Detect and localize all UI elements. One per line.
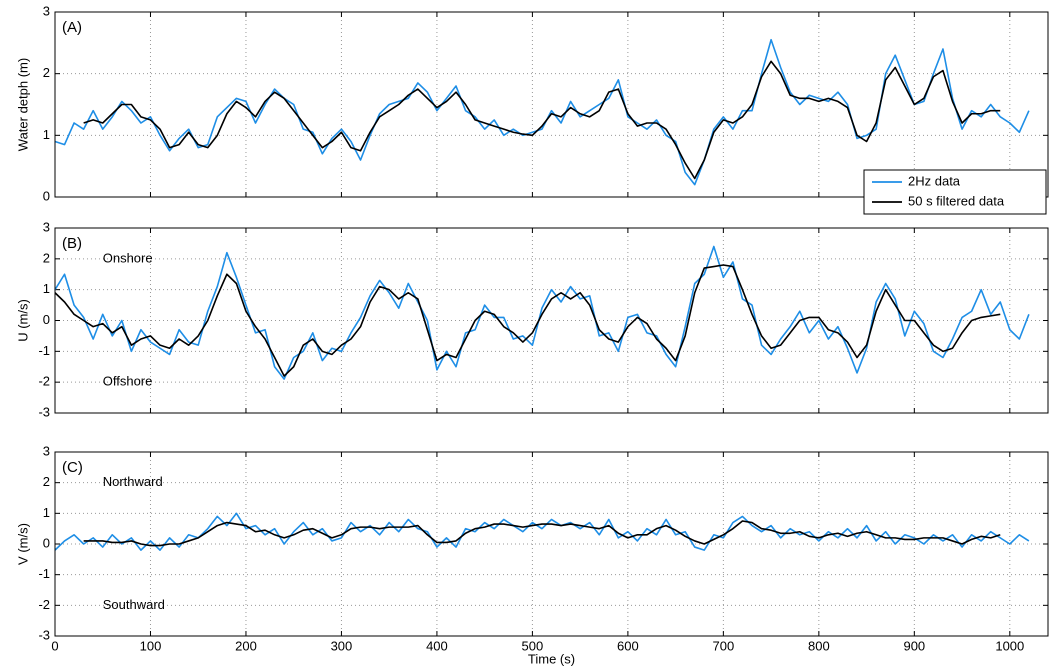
y-tick-label: -1	[38, 343, 50, 358]
data-line	[54, 512, 1030, 551]
y-tick-label: 2	[43, 250, 50, 265]
axes-frame	[54, 227, 1049, 414]
axes-frame	[54, 11, 1049, 198]
plot-area	[55, 12, 1048, 197]
panel: 0 100 200 300 400 500 600 700 800 900 1000 -3 -2 -1 0 1…	[15, 443, 1049, 666]
x-tick-label: 300	[331, 638, 353, 653]
y-tick-label: 1	[43, 281, 50, 296]
data-line	[83, 520, 1001, 547]
x-axis-label: Time (s)	[528, 651, 575, 666]
legend-box	[863, 169, 1047, 215]
y-axis-label: U (m/s)	[15, 299, 30, 342]
x-tick-label: 700	[713, 638, 735, 653]
y-tick-label: 3	[43, 3, 50, 18]
y-tick-label: 3	[43, 443, 50, 458]
data-line	[83, 60, 1001, 180]
y-tick-label: 0	[43, 535, 50, 550]
annotation: Onshore	[103, 250, 153, 265]
x-tick-label: 1000	[995, 638, 1024, 653]
y-tick-label: 1	[43, 127, 50, 142]
panel-label: (A)	[62, 19, 82, 36]
legend-label: 2Hz data	[908, 173, 961, 188]
axes-frame	[54, 451, 1049, 637]
data-line	[54, 245, 1030, 380]
y-tick-label: -2	[38, 597, 50, 612]
panel: -3 -2 -1 0 1 2 3 (B) U (m/s) Onshore Offshore	[15, 219, 1049, 419]
annotation: Southward	[103, 597, 165, 612]
x-tick-label: 600	[617, 638, 639, 653]
legend-label: 50 s filtered data	[908, 193, 1005, 208]
y-tick-label: -2	[38, 374, 50, 389]
x-tick-label: 200	[235, 638, 257, 653]
annotation: Offshore	[103, 374, 153, 389]
panel: 0 1 2 3 (A) Water detph (m) 2Hz data 50 s filte…	[15, 3, 1049, 215]
x-tick-label: 900	[903, 638, 925, 653]
y-tick-label: -3	[38, 404, 50, 419]
data-line	[54, 264, 1001, 377]
y-tick-label: 3	[43, 219, 50, 234]
y-tick-label: -1	[38, 566, 50, 581]
y-axis-label: Water detph (m)	[15, 58, 30, 151]
y-tick-label: 0	[43, 312, 50, 327]
y-tick-label: 1	[43, 505, 50, 520]
x-tick-label: 0	[51, 638, 58, 653]
y-tick-label: 0	[43, 188, 50, 203]
panel-label: (C)	[62, 459, 83, 476]
annotation: Northward	[103, 474, 163, 489]
y-tick-label: -3	[38, 627, 50, 642]
y-tick-label: 2	[43, 474, 50, 489]
panel-label: (B)	[62, 235, 82, 252]
y-tick-label: 2	[43, 65, 50, 80]
x-tick-label: 500	[522, 638, 544, 653]
x-tick-label: 400	[426, 638, 448, 653]
x-tick-label: 100	[140, 638, 162, 653]
x-tick-label: 800	[808, 638, 830, 653]
data-line	[54, 38, 1030, 186]
y-axis-label: V (m/s)	[15, 523, 30, 565]
